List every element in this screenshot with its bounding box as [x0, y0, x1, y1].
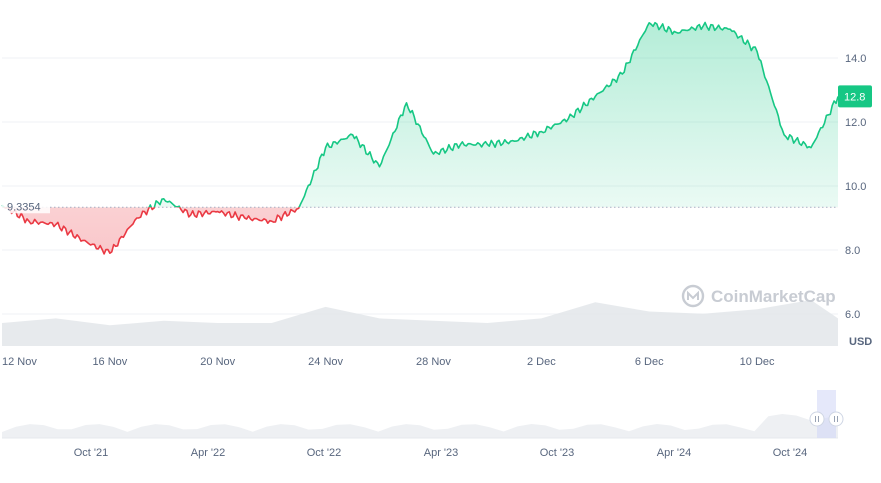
- data-point: [82, 239, 84, 241]
- area-above-baseline: [2, 22, 838, 208]
- data-point: [163, 198, 165, 200]
- handle-grip-icon[interactable]: [828, 411, 844, 427]
- data-point: [190, 214, 192, 216]
- data-point: [297, 207, 299, 209]
- data-point: [675, 31, 677, 33]
- price-areas: [2, 22, 838, 254]
- data-point: [432, 153, 434, 155]
- data-point: [648, 22, 650, 24]
- x-tick-label: 12 Nov: [2, 356, 37, 368]
- y-tick-label: 6.0: [845, 309, 860, 321]
- data-point: [567, 118, 569, 120]
- navigator-series: [2, 414, 838, 438]
- data-point: [702, 25, 704, 27]
- x-tick-label: 6 Dec: [635, 356, 664, 368]
- navigator-tick-label: Apr '22: [191, 447, 226, 459]
- navigator-tick-label: Oct '24: [773, 447, 808, 459]
- y-axis: 6.0 8.0 10.0 12.0 14.0 USD: [845, 53, 872, 348]
- y-tick-label: 10.0: [845, 181, 866, 193]
- navigator-handle-left[interactable]: [809, 411, 825, 427]
- data-point: [594, 95, 596, 97]
- volume-area: [2, 300, 838, 346]
- navigator-handle-right[interactable]: [828, 411, 844, 427]
- data-point: [540, 130, 542, 132]
- x-tick-label: 20 Nov: [200, 356, 235, 368]
- x-axis: 12 Nov 16 Nov 20 Nov 24 Nov 28 Nov 2 Dec 6 Dec…: [2, 356, 775, 368]
- data-point: [351, 134, 353, 136]
- data-point: [729, 28, 731, 30]
- time-navigator[interactable]: Oct '21 Apr '22 Oct '22 Apr '23 Oct '23 Apr '…: [2, 390, 844, 459]
- handle-grip-icon[interactable]: [809, 411, 825, 427]
- navigator-tick-label: Apr '24: [657, 447, 692, 459]
- data-point: [136, 217, 138, 219]
- volume-shape: [2, 300, 838, 346]
- navigator-selection[interactable]: [817, 390, 836, 438]
- data-point: [109, 252, 111, 254]
- data-point: [244, 217, 246, 219]
- data-point: [217, 210, 219, 212]
- x-tick-label: 28 Nov: [416, 356, 451, 368]
- watermark: CoinMarketCap: [681, 284, 836, 308]
- y-tick-label: 8.0: [845, 245, 860, 257]
- last-value-label: 12.8: [844, 91, 865, 103]
- data-point: [55, 223, 57, 225]
- x-tick-label: 24 Nov: [308, 356, 343, 368]
- navigator-tick-label: Oct '21: [74, 447, 109, 459]
- data-point: [486, 143, 488, 145]
- coinmarketcap-logo-icon: [681, 284, 705, 308]
- data-point: [783, 134, 785, 136]
- data-point: [810, 146, 812, 148]
- navigator-tick-label: Apr '23: [424, 447, 459, 459]
- data-point: [405, 102, 407, 104]
- data-point: [324, 146, 326, 148]
- price-line-down: [2, 207, 300, 255]
- y-tick-label: 14.0: [845, 53, 866, 65]
- price-lines: [1, 21, 839, 255]
- watermark-text: CoinMarketCap: [711, 287, 836, 306]
- data-point: [459, 143, 461, 145]
- x-tick-label: 10 Dec: [740, 356, 775, 368]
- value-labels: 9.3354 12.8: [2, 85, 872, 214]
- y-tick-label: 12.0: [845, 117, 866, 129]
- y-axis-unit: USD: [849, 336, 872, 348]
- navigator-tick-label: Oct '23: [540, 447, 575, 459]
- data-point: [756, 50, 758, 52]
- data-point: [378, 166, 380, 168]
- last-value-badge: [838, 85, 872, 108]
- x-tick-label: 2 Dec: [527, 356, 556, 368]
- navigator-tick-label: Oct '22: [307, 447, 342, 459]
- area-below-baseline: [2, 207, 838, 254]
- data-point: [621, 73, 623, 75]
- price-line-up: [1, 21, 839, 208]
- baseline-label-bg: [2, 199, 50, 214]
- data-point: [271, 220, 273, 222]
- x-tick-label: 16 Nov: [92, 356, 127, 368]
- data-point: [28, 220, 30, 222]
- baseline-label: 9.3354: [7, 201, 41, 213]
- data-point: [513, 140, 515, 142]
